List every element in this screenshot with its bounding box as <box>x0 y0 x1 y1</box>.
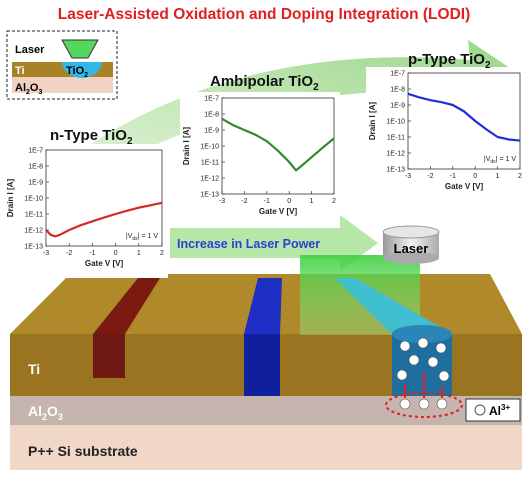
p-region-cap <box>392 325 452 343</box>
y-tick-label: 1E-11 <box>201 160 219 167</box>
substrate-layer <box>10 425 522 470</box>
y-tick-label: 1E-8 <box>28 164 43 171</box>
n-region <box>93 334 125 378</box>
chart-background <box>4 144 168 278</box>
al2o3-label: Al2O3 <box>28 403 63 422</box>
ambi-region <box>244 334 280 396</box>
power-arrow-label: Increase in Laser Power <box>177 237 320 251</box>
y-tick-label: 1E-12 <box>24 228 43 235</box>
y-axis-label: Drain I [A] <box>368 102 377 141</box>
y-tick-label: 1E-9 <box>28 180 43 187</box>
x-axis-label: Gate V [V] <box>85 259 124 268</box>
x-tick-label: 2 <box>160 250 164 257</box>
charts: n-Type TiO2 1E-13 1E-12 1E-11 1E-10 1E-9 1E-8 1… <box>4 51 526 278</box>
inset-al2o3-label: Al2O3 <box>15 82 42 96</box>
y-tick-label: 1E-13 <box>24 244 43 251</box>
x-tick-label: 0 <box>114 250 118 257</box>
annotation: |Vds| = 1 V <box>484 156 516 165</box>
x-tick-label: -1 <box>89 250 95 257</box>
data-line <box>407 92 521 142</box>
y-tick-label: 1E-8 <box>390 87 405 94</box>
x-tick-label: -1 <box>450 173 456 180</box>
inset-tio2-label: TiO2 <box>66 65 88 79</box>
y-tick-label: 1E-7 <box>204 96 219 103</box>
y-tick-label: 1E-12 <box>386 151 405 158</box>
chart: n-Type TiO2 1E-13 1E-12 1E-11 1E-10 1E-9 1E-8 1… <box>4 127 168 278</box>
legend-box <box>465 398 521 422</box>
diffusion-arrows <box>404 372 443 398</box>
n-region-top <box>93 278 160 334</box>
inset-laser <box>61 39 99 59</box>
laser-top <box>382 225 440 239</box>
y-tick-label: 1E-10 <box>200 144 219 151</box>
laser-bottom <box>383 252 439 264</box>
y-tick-label: 1E-13 <box>386 167 405 174</box>
x-tick-label: 1 <box>310 198 314 205</box>
inset-ti-label: Ti <box>15 65 25 77</box>
x-tick-label: -2 <box>427 173 433 180</box>
x-tick-label: -2 <box>66 250 72 257</box>
x-tick-label: -3 <box>43 250 49 257</box>
x-tick-label: 0 <box>473 173 477 180</box>
y-axis-label: Drain I [A] <box>182 127 191 166</box>
x-tick-label: 0 <box>287 198 291 205</box>
al2o3-layer <box>10 396 522 425</box>
ti-label: Ti <box>28 361 40 377</box>
source-ring <box>385 392 463 418</box>
y-tick-label: 1E-10 <box>386 119 405 126</box>
y-tick-label: 1E-12 <box>200 176 219 183</box>
chart-title: n-Type TiO2 <box>50 127 133 147</box>
device: Ti Al2O3 P++ Si substrate Al3+ <box>10 255 522 470</box>
y-tick-label: 1E-7 <box>390 71 405 78</box>
al-ions <box>396 337 450 410</box>
chart: p-Type TiO2 1E-13 1E-12 1E-11 1E-10 1E-9 1E-8 1… <box>366 51 526 201</box>
legend-ion <box>474 404 486 416</box>
chart-title: p-Type TiO2 <box>408 51 491 71</box>
y-tick-label: 1E-8 <box>204 112 219 119</box>
y-tick-label: 1E-7 <box>28 148 43 155</box>
chart-background <box>180 92 340 226</box>
x-axis-label: Gate V [V] <box>445 182 484 191</box>
inset-laser-label: Laser <box>15 44 45 56</box>
x-axis-label: Gate V [V] <box>259 207 298 216</box>
figure-title: Laser-Assisted Oxidation and Doping Inte… <box>58 6 471 23</box>
ambi-region-top <box>244 278 282 334</box>
legend-label: Al3+ <box>489 403 510 418</box>
chart: Ambipolar TiO2 1E-13 1E-12 1E-11 1E-10 1E-9 1E… <box>180 73 340 226</box>
inset: Laser Ti TiO2 Al2O3 <box>6 30 118 100</box>
x-tick-label: 2 <box>332 198 336 205</box>
data-line <box>45 201 163 238</box>
chart-title: Ambipolar TiO2 <box>210 73 319 93</box>
x-tick-label: -3 <box>405 173 411 180</box>
x-tick-label: 2 <box>518 173 522 180</box>
y-tick-label: 1E-9 <box>204 128 219 135</box>
p-region-top <box>335 278 452 334</box>
x-tick-label: -3 <box>219 198 225 205</box>
laser-source: Laser <box>382 225 440 264</box>
inset-al2o3 <box>12 77 113 93</box>
substrate-label: P++ Si substrate <box>28 443 138 459</box>
annotation: |Vds| = 1 V <box>126 233 158 242</box>
y-tick-label: 1E-10 <box>24 196 43 203</box>
chart-background <box>366 67 526 201</box>
y-tick-label: 1E-11 <box>387 135 405 142</box>
x-tick-label: 1 <box>137 250 141 257</box>
laser-source-label: Laser <box>394 241 429 256</box>
x-tick-label: -2 <box>241 198 247 205</box>
y-tick-label: 1E-11 <box>25 212 43 219</box>
y-tick-label: 1E-13 <box>200 192 219 199</box>
x-tick-label: -1 <box>264 198 270 205</box>
x-tick-label: 1 <box>496 173 500 180</box>
data-line <box>221 117 335 172</box>
y-axis-label: Drain I [A] <box>6 179 15 218</box>
inset-tio2 <box>62 62 102 78</box>
y-tick-label: 1E-9 <box>390 103 405 110</box>
